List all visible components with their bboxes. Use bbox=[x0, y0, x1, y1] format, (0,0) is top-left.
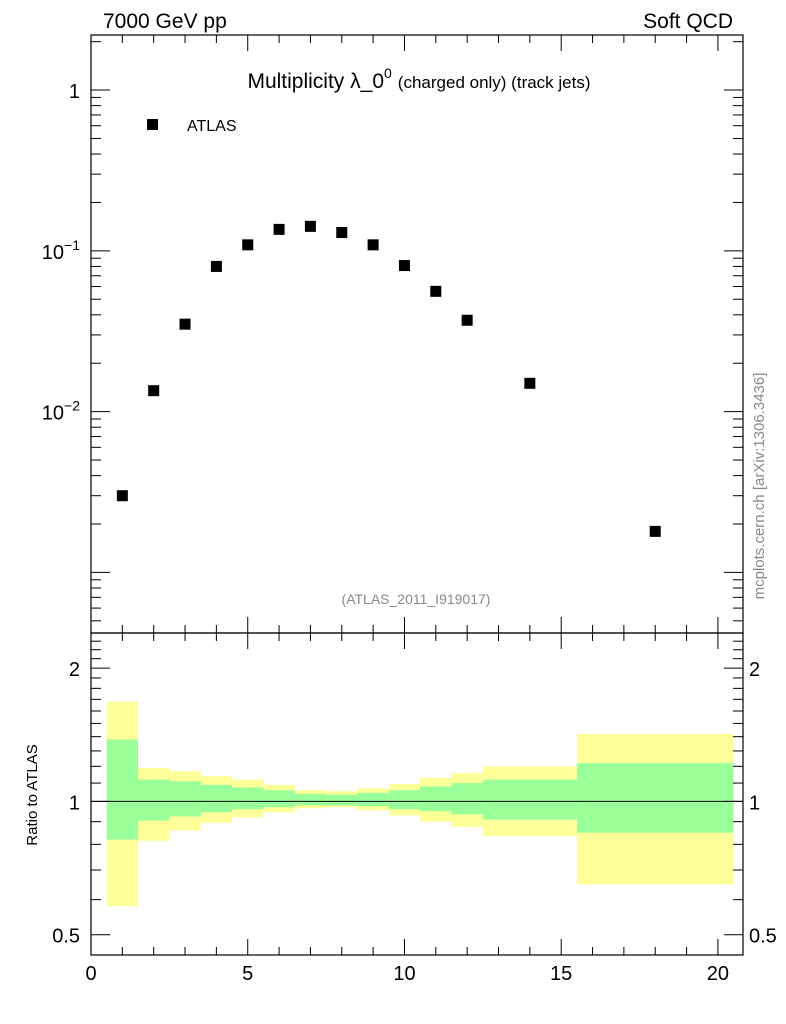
data-point bbox=[367, 239, 379, 251]
side-label: mcplots.cern.ch [arXiv:1306.3436] bbox=[751, 373, 768, 600]
inner-band bbox=[357, 792, 389, 807]
data-point bbox=[179, 318, 191, 330]
inner-band bbox=[232, 787, 264, 810]
ratio-y-tick-label-left: 1 bbox=[69, 792, 80, 814]
uncertainty-bands bbox=[91, 701, 743, 907]
data-point bbox=[430, 285, 442, 297]
analysis-tag: (ATLAS_2011_I919017) bbox=[342, 591, 491, 607]
x-tick-label: 10 bbox=[393, 963, 415, 985]
tick-base: 10 bbox=[42, 403, 64, 425]
ratio-panel: 2 21 10.5 0.50 5 10 15 20 Ratio to ATLAS bbox=[24, 632, 777, 985]
top-panel: 110−110−2 Multiplicity λ_00 (charged only… bbox=[42, 34, 744, 634]
x-tick-label: 20 bbox=[707, 963, 729, 985]
data-point bbox=[148, 385, 160, 397]
ratio-frame bbox=[90, 632, 744, 956]
data-point bbox=[461, 314, 473, 326]
inner-band bbox=[576, 763, 734, 833]
ratio-y-axis-label: Ratio to ATLAS bbox=[24, 744, 41, 845]
inner-band bbox=[294, 793, 327, 806]
x-tick-label: 0 bbox=[85, 963, 96, 985]
inner-band bbox=[482, 779, 577, 820]
header-left: 7000 GeV pp bbox=[103, 10, 227, 33]
inner-band bbox=[106, 739, 139, 840]
x-tick-label: 5 bbox=[242, 963, 253, 985]
tick-base: 10 bbox=[42, 242, 64, 264]
ratio-y-tick-label-left: 0.5 bbox=[52, 926, 80, 948]
ratio-tick-labels: 2 21 10.5 0.50 5 10 15 20 bbox=[52, 659, 777, 985]
ratio-axis-ticks bbox=[90, 632, 744, 956]
plot-title-main: Multiplicity λ_0 bbox=[247, 70, 384, 93]
atlas-data-points bbox=[116, 220, 661, 537]
data-point bbox=[116, 490, 128, 502]
data-point bbox=[242, 239, 254, 251]
header-right: Soft QCD bbox=[643, 10, 733, 33]
ratio-y-tick-label-left: 2 bbox=[69, 659, 80, 681]
tick-exponent: −1 bbox=[64, 237, 80, 253]
tick-exponent: −2 bbox=[64, 398, 80, 414]
inner-band bbox=[138, 779, 170, 821]
data-point bbox=[336, 227, 348, 239]
data-point bbox=[524, 377, 536, 389]
inner-band bbox=[388, 790, 421, 810]
ratio-y-tick-label-right: 0.5 bbox=[749, 926, 777, 948]
ratio-y-tick-label-right: 1 bbox=[749, 792, 760, 814]
plot-title-sup: 0 bbox=[384, 65, 392, 81]
inner-band bbox=[420, 786, 452, 812]
legend-label: ATLAS bbox=[187, 118, 237, 135]
top-y-tick-label: 10−1 bbox=[42, 237, 80, 264]
inner-band bbox=[169, 781, 201, 817]
inner-band bbox=[200, 784, 233, 813]
inner-band bbox=[263, 790, 295, 808]
x-tick-label: 15 bbox=[550, 963, 572, 985]
legend: ATLAS bbox=[147, 118, 237, 135]
top-y-tick-labels: 110−110−2 bbox=[42, 81, 80, 425]
plot-title-sub: (charged only) (track jets) bbox=[398, 73, 591, 92]
ratio-y-tick-label-right: 2 bbox=[749, 659, 760, 681]
top-y-tick-label: 10−2 bbox=[42, 398, 80, 425]
plot-title: Multiplicity λ_00 (charged only) (track j… bbox=[247, 65, 590, 93]
inner-band bbox=[451, 783, 483, 815]
data-point bbox=[273, 223, 285, 235]
data-point bbox=[649, 525, 661, 537]
data-point bbox=[304, 220, 316, 232]
tick-base: 1 bbox=[69, 81, 80, 103]
top-y-tick-label: 1 bbox=[69, 81, 80, 103]
top-axis-ticks bbox=[90, 35, 743, 633]
data-point bbox=[398, 260, 410, 272]
data-point bbox=[210, 260, 222, 272]
legend-marker bbox=[147, 119, 158, 130]
inner-band bbox=[326, 794, 358, 806]
